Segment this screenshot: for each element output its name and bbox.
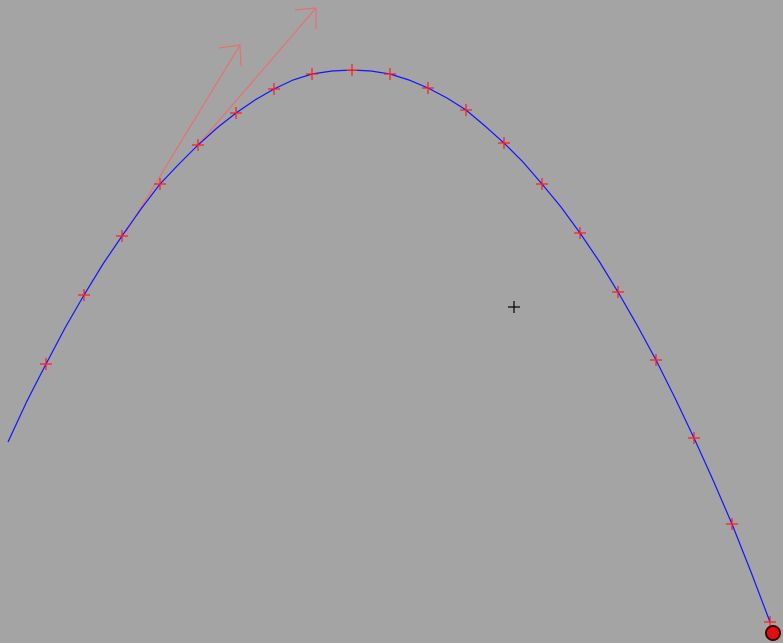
arrow-shaft <box>197 7 317 146</box>
crosshair <box>508 301 520 313</box>
projectile <box>765 625 781 641</box>
arrow-shaft <box>125 44 241 233</box>
position-markers <box>40 64 776 628</box>
arrow-head <box>218 44 242 67</box>
velocity-arrows <box>125 7 317 233</box>
arrow-head <box>294 7 317 29</box>
